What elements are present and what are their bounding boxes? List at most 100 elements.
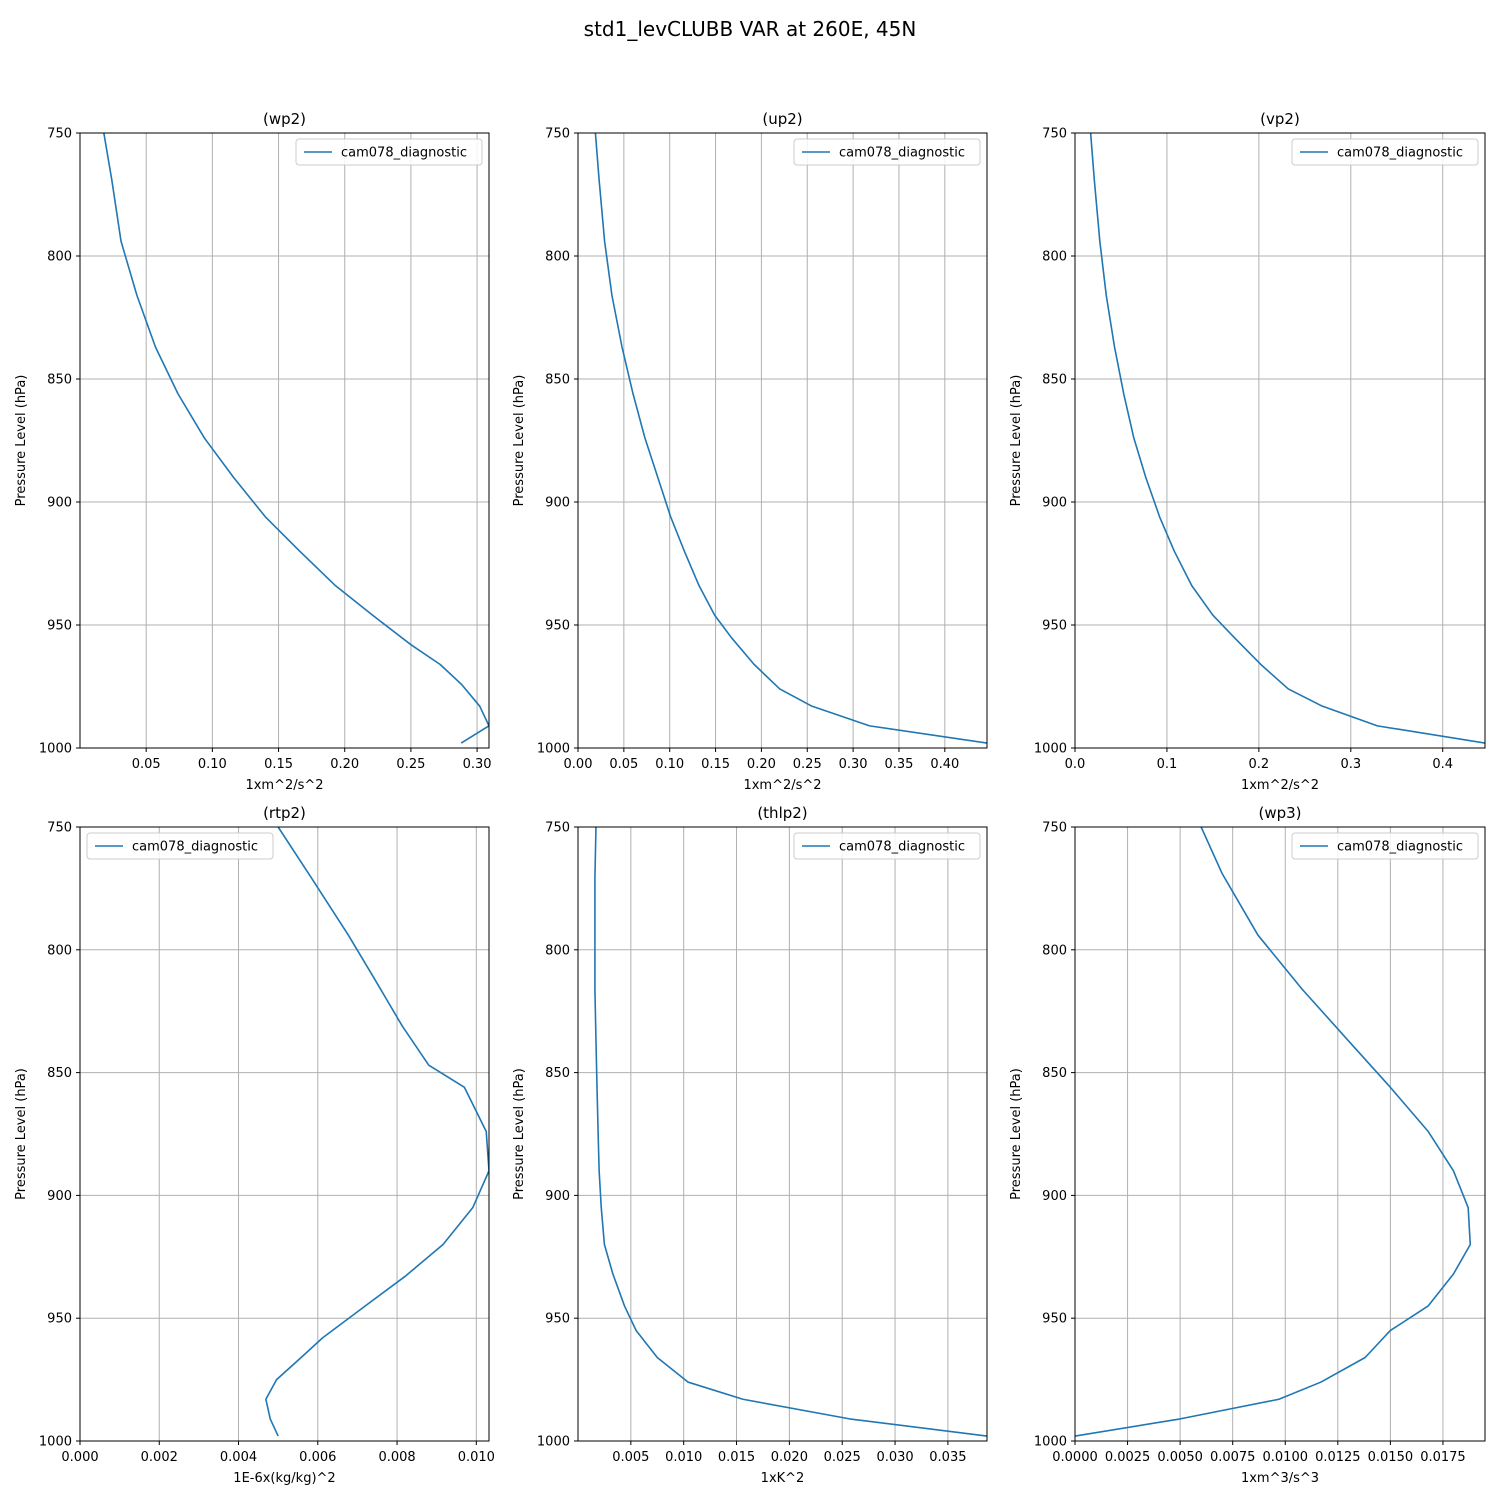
series-line xyxy=(1075,827,1472,1437)
x-tick-label: 0.40 xyxy=(930,757,959,772)
legend-box xyxy=(1291,138,1479,166)
legend-box xyxy=(793,138,981,166)
y-tick-label: 900 xyxy=(1042,496,1067,511)
axes-frame xyxy=(577,132,988,749)
x-tick-label: 0.1 xyxy=(1157,757,1178,772)
axes-frame xyxy=(1074,826,1486,1442)
y-tick-label: 850 xyxy=(47,1066,72,1081)
y-tick-label: 800 xyxy=(1042,250,1067,265)
x-tick-label: 0.0125 xyxy=(1315,1450,1361,1465)
y-tick-label: 850 xyxy=(1042,1066,1067,1081)
legend: cam078_diagnostic xyxy=(86,832,274,860)
x-tick-label: 0.20 xyxy=(747,757,776,772)
x-tick-label: 0.0175 xyxy=(1420,1450,1466,1465)
panel-5: 0.005 0.010 0.015 0.020 0.025 0.030 0.035 750 80… xyxy=(512,804,988,1486)
x-tick-label: 0.030 xyxy=(876,1450,913,1465)
x-tick-label: 0.010 xyxy=(665,1450,702,1465)
panel-1: 0.05 0.10 0.15 0.20 0.25 0.30 750 800 850 900 950 1… xyxy=(14,110,492,793)
y-tick-label: 950 xyxy=(47,1312,72,1327)
y-tick-label: 1000 xyxy=(1034,742,1067,757)
axes-frame xyxy=(577,826,988,1442)
y-tick-label: 800 xyxy=(545,250,570,265)
x-tick-label: 0.2 xyxy=(1249,757,1270,772)
x-tick-label: 0.025 xyxy=(824,1450,861,1465)
y-tick-label: 750 xyxy=(545,127,570,142)
y-axis-label: Pressure Level (hPa) xyxy=(512,1068,527,1200)
x-tick-label: 0.25 xyxy=(793,757,822,772)
x-tick-label: 0.006 xyxy=(299,1450,336,1465)
y-tick-label: 750 xyxy=(545,821,570,836)
y-tick-label: 950 xyxy=(1042,619,1067,634)
series-line xyxy=(594,133,987,744)
x-tick-label: 0.0100 xyxy=(1263,1450,1309,1465)
y-tick-label: 900 xyxy=(545,496,570,511)
x-tick-label: 0.0 xyxy=(1065,757,1086,772)
legend: cam078_diagnostic xyxy=(295,138,483,166)
y-tick-label: 900 xyxy=(47,1189,72,1204)
series-line xyxy=(594,827,987,1437)
y-tick-label: 750 xyxy=(1042,821,1067,836)
y-tick-label: 900 xyxy=(1042,1189,1067,1204)
panel-title: (up2) xyxy=(762,110,802,128)
x-tick-label: 0.30 xyxy=(839,757,868,772)
legend: cam078_diagnostic xyxy=(1291,138,1479,166)
y-tick-label: 1000 xyxy=(1034,1435,1067,1450)
x-tick-label: 0.25 xyxy=(396,757,425,772)
x-axis-label: 1E-6x(kg/kg)^2 xyxy=(233,1471,335,1486)
x-tick-label: 0.15 xyxy=(701,757,730,772)
x-tick-label: 0.0150 xyxy=(1368,1450,1414,1465)
series-line xyxy=(265,827,489,1437)
x-tick-label: 0.15 xyxy=(264,757,293,772)
x-tick-label: 0.0025 xyxy=(1105,1450,1151,1465)
panel-4: 0.000 0.002 0.004 0.006 0.008 0.010 750 800 850 9… xyxy=(14,804,495,1486)
panel-title: (wp2) xyxy=(263,110,306,128)
y-tick-label: 850 xyxy=(545,1066,570,1081)
axes-frame xyxy=(79,132,490,749)
x-tick-label: 0.0000 xyxy=(1052,1450,1098,1465)
x-tick-label: 0.005 xyxy=(612,1450,649,1465)
legend-box xyxy=(86,832,274,860)
x-tick-label: 0.10 xyxy=(198,757,227,772)
series-line xyxy=(1089,133,1485,744)
legend-label: cam078_diagnostic xyxy=(341,146,467,161)
legend-label: cam078_diagnostic xyxy=(1337,146,1463,161)
y-tick-label: 750 xyxy=(47,821,72,836)
x-tick-label: 0.0050 xyxy=(1157,1450,1203,1465)
panel-title: (vp2) xyxy=(1260,110,1300,128)
y-tick-label: 850 xyxy=(1042,373,1067,388)
y-tick-label: 800 xyxy=(545,943,570,958)
y-tick-label: 750 xyxy=(47,127,72,142)
legend: cam078_diagnostic xyxy=(1291,832,1479,860)
y-tick-label: 950 xyxy=(1042,1312,1067,1327)
panel-3: 0.0 0.1 0.2 0.3 0.4 750 800 850 900 950 1000 (vp2) 1… xyxy=(1009,110,1486,793)
x-tick-label: 0.020 xyxy=(771,1450,808,1465)
panel-title: (rtp2) xyxy=(263,804,306,822)
legend-label: cam078_diagnostic xyxy=(839,840,965,855)
y-tick-label: 1000 xyxy=(39,742,72,757)
y-axis-label: Pressure Level (hPa) xyxy=(1009,375,1024,507)
x-axis-label: 1xK^2 xyxy=(761,1471,805,1486)
y-tick-label: 1000 xyxy=(537,742,570,757)
x-tick-label: 0.035 xyxy=(929,1450,966,1465)
legend-label: cam078_diagnostic xyxy=(839,146,965,161)
x-tick-label: 0.002 xyxy=(141,1450,178,1465)
x-tick-label: 0.010 xyxy=(458,1450,495,1465)
legend-box xyxy=(295,138,483,166)
series-line xyxy=(103,133,489,744)
y-tick-label: 900 xyxy=(545,1189,570,1204)
y-axis-label: Pressure Level (hPa) xyxy=(512,375,527,507)
legend: cam078_diagnostic xyxy=(793,138,981,166)
x-tick-label: 0.35 xyxy=(884,757,913,772)
y-axis-label: Pressure Level (hPa) xyxy=(14,375,29,507)
y-tick-label: 850 xyxy=(545,373,570,388)
x-axis-label: 1xm^2/s^2 xyxy=(1241,778,1319,793)
y-tick-label: 800 xyxy=(1042,943,1067,958)
y-tick-label: 1000 xyxy=(39,1435,72,1450)
legend-label: cam078_diagnostic xyxy=(132,840,258,855)
x-tick-label: 0.0075 xyxy=(1210,1450,1256,1465)
panel-2: 0.00 0.05 0.10 0.15 0.20 0.25 0.30 0.35 0.40 750 8… xyxy=(512,110,988,793)
panel-title: (wp3) xyxy=(1258,804,1301,822)
y-tick-label: 950 xyxy=(47,619,72,634)
x-tick-label: 0.20 xyxy=(330,757,359,772)
